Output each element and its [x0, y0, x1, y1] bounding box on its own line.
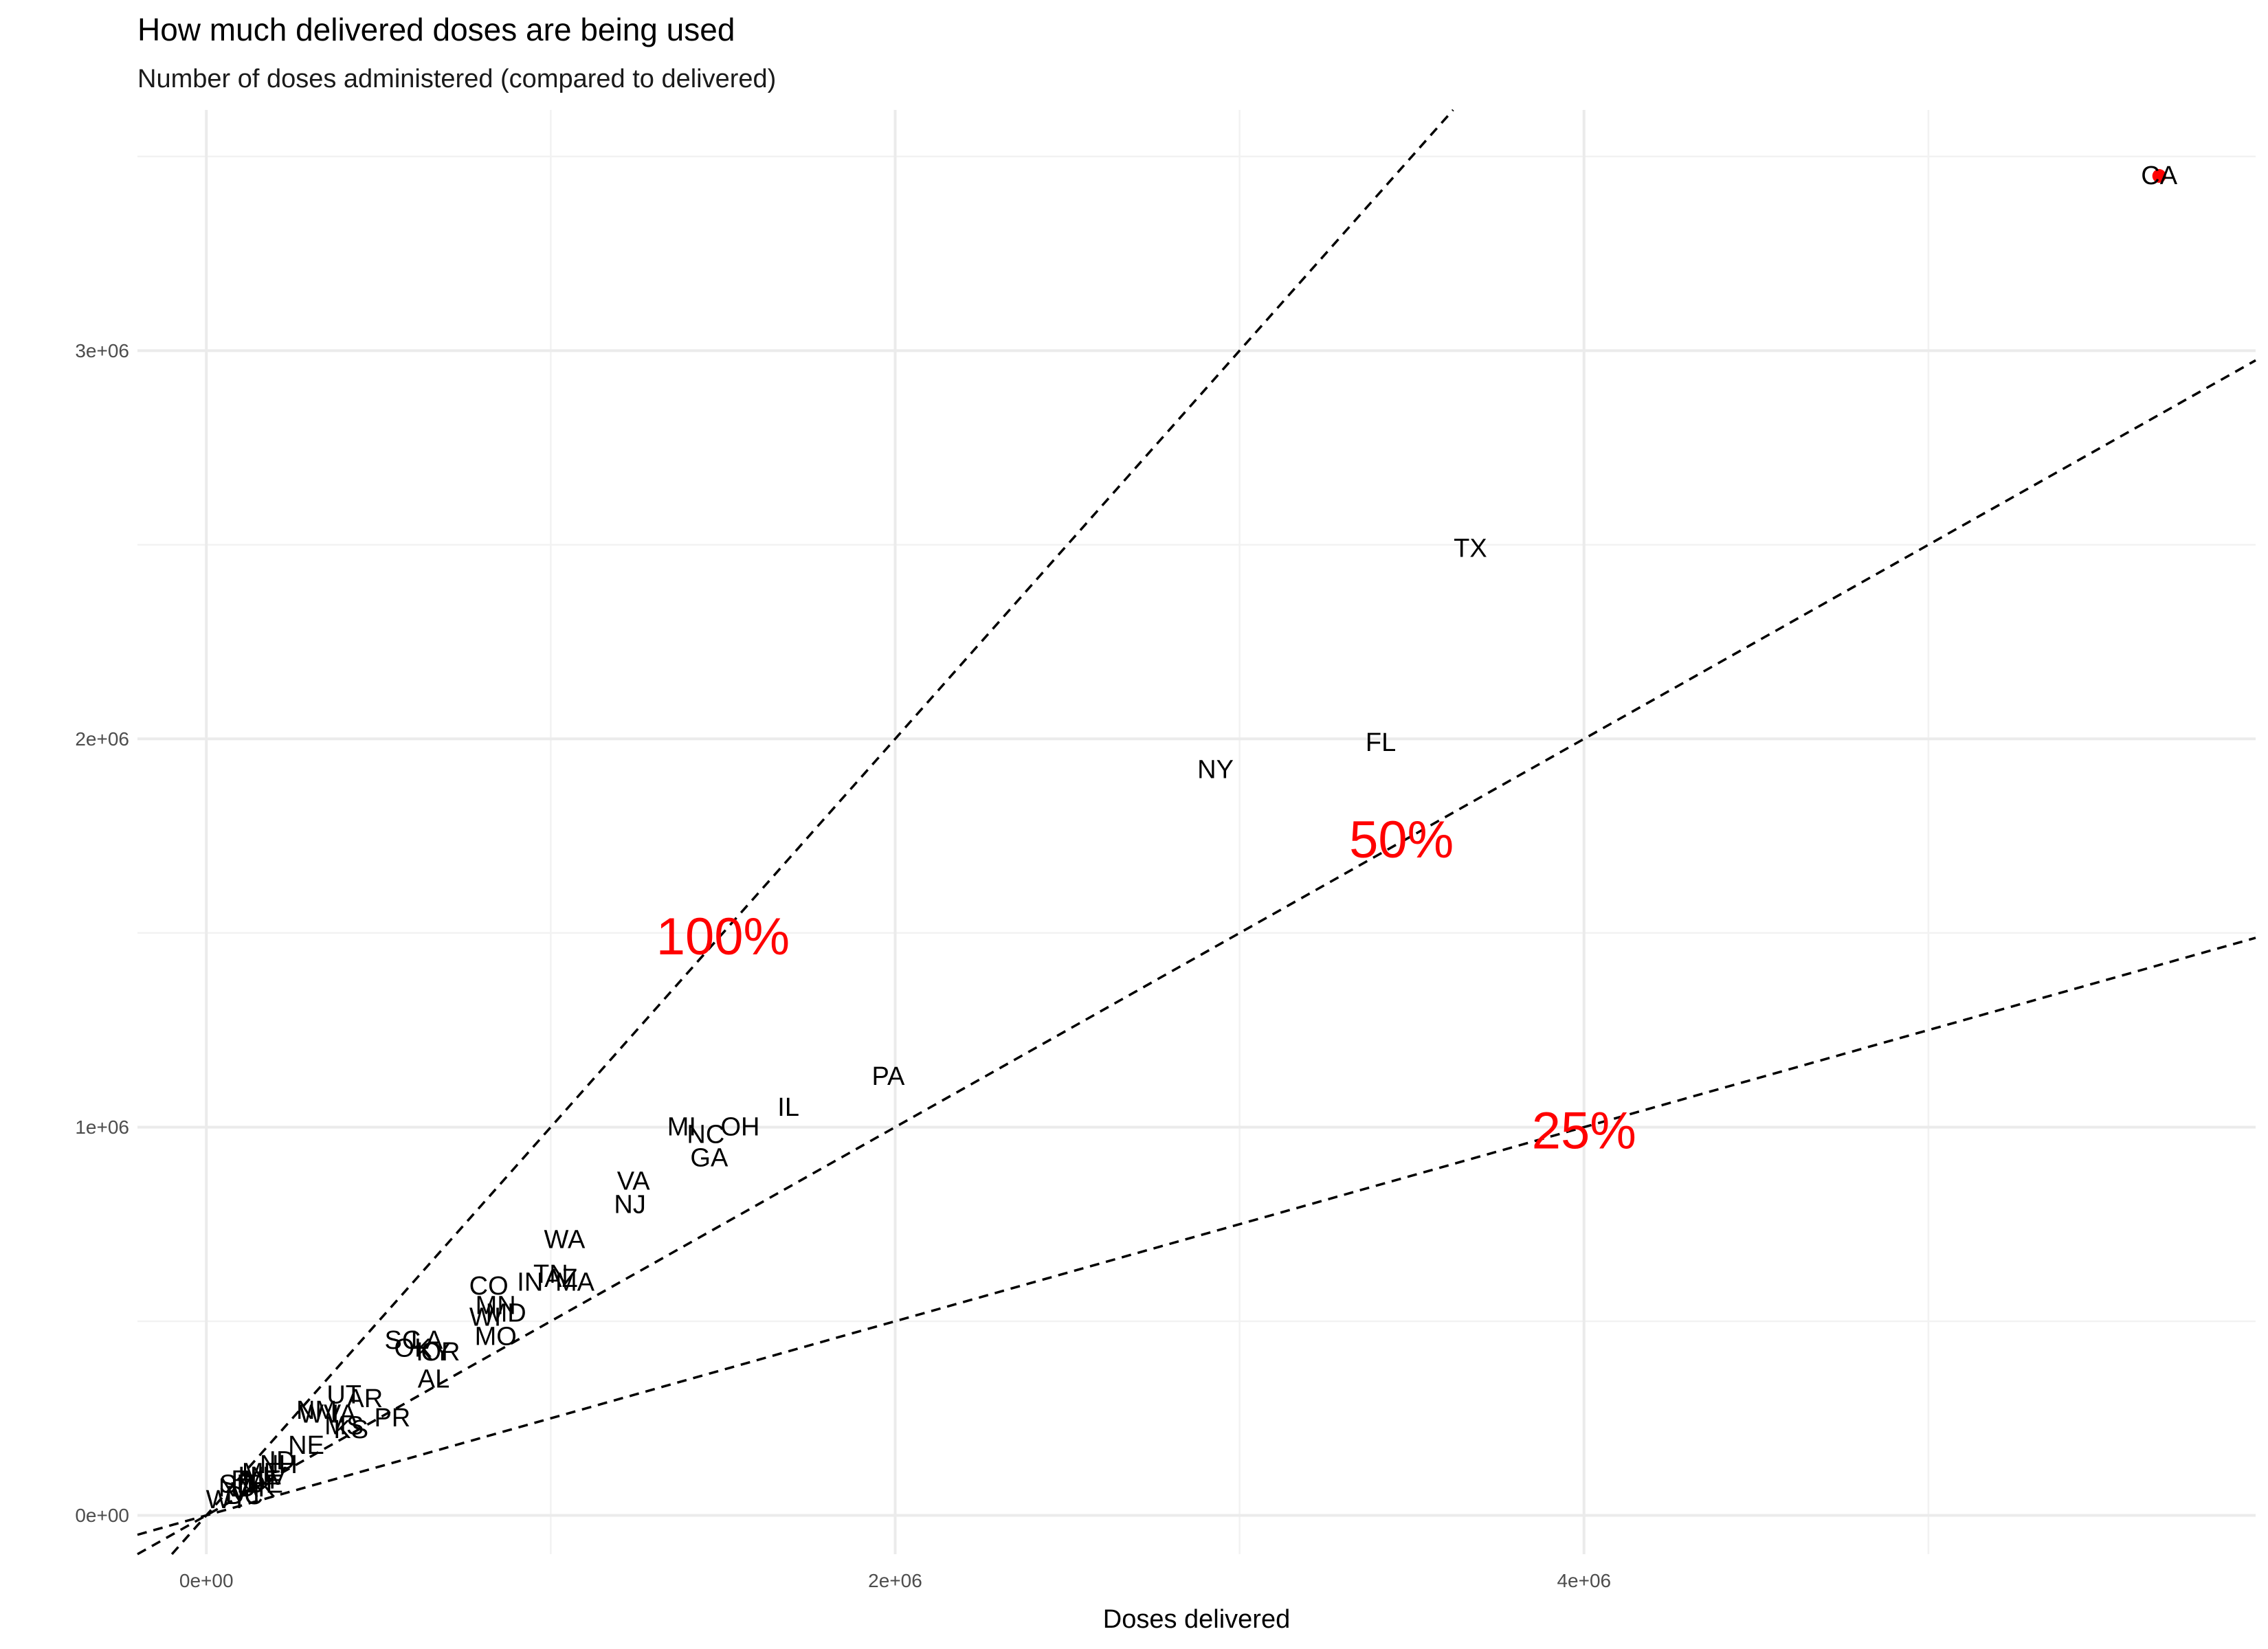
point-label-wy: WY	[206, 1485, 248, 1514]
point-label-ga: GA	[690, 1144, 729, 1173]
reference-line-50pct	[137, 359, 2256, 1556]
x-tick-label: 0e+00	[179, 1570, 234, 1591]
point-label-il: IL	[777, 1093, 799, 1122]
point-label-pa: PA	[872, 1062, 906, 1091]
point-label-dc: DC	[225, 1481, 263, 1510]
point-label-mo: MO	[475, 1323, 517, 1351]
point-label-de: DE	[247, 1470, 283, 1499]
point-label-nc: NC	[687, 1121, 724, 1149]
point-label-md: MD	[486, 1299, 526, 1328]
point-label-hi: HI	[238, 1462, 264, 1491]
reference-lines	[137, 109, 2256, 1556]
point-label-va: VA	[617, 1167, 651, 1196]
data-points	[2152, 169, 2166, 183]
chart-subtitle: Number of doses administered (compared t…	[137, 65, 776, 93]
point-label-la: LA	[411, 1326, 443, 1355]
point-label-ky: KY	[416, 1338, 452, 1367]
point-label-tx: TX	[1454, 535, 1487, 563]
x-tick-label: 2e+06	[868, 1570, 922, 1591]
reference-label-25pct: 25%	[1532, 1102, 1636, 1160]
point-label-wv: WV	[299, 1400, 342, 1429]
point-label-ia: IA	[332, 1400, 357, 1429]
y-tick-label: 3e+06	[75, 340, 129, 361]
y-tick-label: 2e+06	[75, 728, 129, 750]
x-axis-title: Doses delivered	[1103, 1605, 1290, 1634]
point-label-in: IN	[517, 1268, 543, 1297]
point-label-ak: AK	[241, 1474, 276, 1503]
point-label-vt: VT	[231, 1478, 265, 1507]
point-label-sd: SD	[219, 1470, 256, 1499]
point-label-ok: OK	[394, 1334, 432, 1363]
point-label-nh: NH	[260, 1450, 298, 1479]
point-label-ca: CA	[2141, 161, 2177, 190]
point-label-ny: NY	[1197, 756, 1234, 785]
point-label-ks: KS	[333, 1415, 368, 1444]
point-label-ar: AR	[346, 1384, 383, 1413]
data-point-ca	[2152, 169, 2166, 183]
point-label-wa: WA	[544, 1225, 586, 1254]
point-label-ri: RI	[231, 1466, 257, 1495]
point-label-tn: TN	[533, 1260, 568, 1289]
point-label-nj: NJ	[614, 1190, 645, 1219]
axis-ticks: 0e+00 2e+06 4e+06 0e+00 1e+06 2e+06 3e+06	[75, 340, 1611, 1591]
point-label-ne: NE	[288, 1431, 324, 1460]
point-label-ut: UT	[326, 1380, 362, 1409]
reference-line-25pct	[137, 936, 2256, 1536]
y-tick-label: 1e+06	[75, 1117, 129, 1138]
chart-title: How much delivered doses are being used	[137, 12, 735, 47]
point-label-or: OR	[421, 1338, 460, 1367]
point-label-mt: MT	[243, 1466, 280, 1495]
point-label-az: AZ	[544, 1264, 578, 1293]
point-label-pr: PR	[374, 1404, 410, 1433]
point-label-fl: FL	[1366, 728, 1396, 757]
gridlines	[137, 110, 2256, 1554]
point-label-nm: NM	[296, 1396, 337, 1425]
reference-label-100pct: 100%	[656, 908, 790, 966]
point-label-ma: MA	[555, 1268, 595, 1297]
y-tick-label: 0e+00	[75, 1505, 129, 1526]
point-label-oh: OH	[720, 1112, 759, 1141]
reference-label-50pct: 50%	[1349, 811, 1454, 869]
point-label-wi: WI	[469, 1303, 501, 1332]
reference-line-100pct	[170, 109, 1454, 1556]
point-label-al: AL	[418, 1365, 449, 1394]
point-label-co: CO	[469, 1272, 509, 1301]
reference-labels: 100% 50% 25%	[656, 811, 1636, 1160]
point-label-me: ME	[242, 1458, 281, 1487]
point-label-sc: SC	[384, 1326, 421, 1355]
point-label-mn: MN	[476, 1291, 516, 1320]
x-tick-label: 4e+06	[1557, 1570, 1611, 1591]
point-label-nd: ND	[219, 1474, 256, 1503]
point-label-ms: MS	[324, 1412, 364, 1441]
point-label-nv: NV	[250, 1462, 287, 1491]
point-label-mi: MI	[667, 1112, 696, 1141]
point-label-id: ID	[269, 1446, 295, 1475]
